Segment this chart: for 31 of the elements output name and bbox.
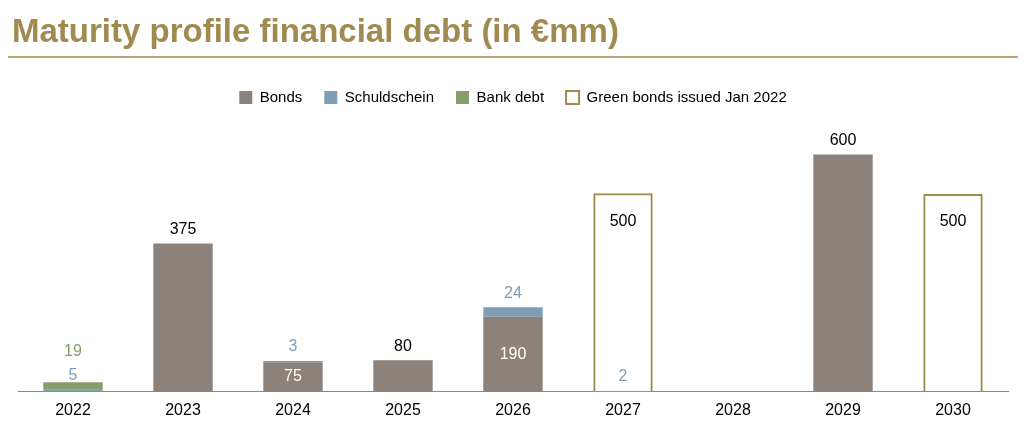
data-label: 75 bbox=[284, 367, 302, 385]
x-tick-label: 2026 bbox=[495, 400, 531, 418]
legend-label: Schuldschein bbox=[344, 87, 435, 105]
legend-label: Bank debt bbox=[476, 87, 545, 105]
chart-title: Maturity profile financial debt (in €mm) bbox=[8, 8, 1018, 58]
legend-label: Bonds bbox=[259, 87, 303, 105]
x-tick-label: 2024 bbox=[275, 400, 311, 418]
data-label: 80 bbox=[394, 336, 412, 354]
x-tick-label: 2025 bbox=[385, 400, 421, 418]
legend-label: Green bonds issued Jan 2022 bbox=[586, 87, 787, 105]
data-label: 3 bbox=[288, 337, 298, 355]
x-tick-label: 2027 bbox=[605, 400, 641, 418]
bar bbox=[483, 316, 543, 392]
data-label: 5 bbox=[68, 366, 78, 384]
bar bbox=[373, 360, 433, 392]
bar bbox=[153, 243, 213, 392]
data-label: 600 bbox=[829, 130, 857, 148]
bar bbox=[813, 154, 873, 392]
data-label: 190 bbox=[499, 344, 527, 362]
x-tick-label: 2030 bbox=[935, 400, 971, 418]
bar bbox=[43, 382, 103, 390]
x-tick-label: 2022 bbox=[55, 400, 91, 418]
bar bbox=[483, 307, 543, 317]
x-tick-label: 2029 bbox=[825, 400, 861, 418]
x-tick-label: 2028 bbox=[715, 400, 751, 418]
data-label: 24 bbox=[504, 283, 522, 301]
data-label: 500 bbox=[939, 212, 967, 230]
data-label: 375 bbox=[169, 219, 197, 237]
x-tick-label: 2023 bbox=[165, 400, 201, 418]
data-label: 19 bbox=[64, 342, 82, 360]
bar bbox=[263, 362, 323, 392]
